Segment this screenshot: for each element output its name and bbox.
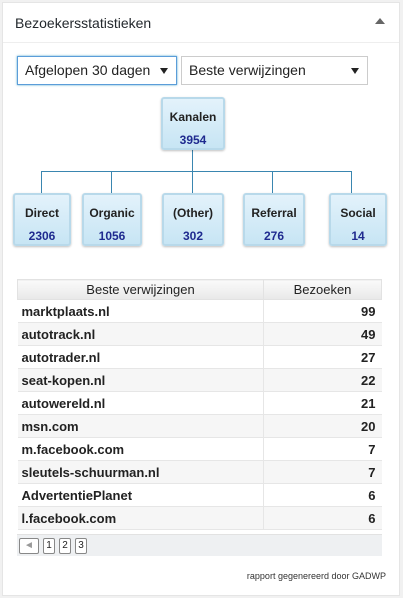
visits-cell: 20 (263, 414, 382, 438)
referrer-cell: marktplaats.nl (17, 299, 264, 323)
connector-line (111, 171, 112, 193)
channel-node-root: Kanalen 3954 (161, 97, 225, 150)
node-value: 3954 (179, 133, 207, 147)
connector-line (192, 171, 193, 193)
visits-cell: 7 (263, 460, 382, 484)
table-row: seat-kopen.nl 22 (17, 368, 382, 392)
referrer-cell: autotrack.nl (17, 322, 264, 346)
connector-line (41, 171, 351, 172)
channel-node-other: (Other) 302 (162, 193, 224, 246)
referrers-table: Beste verwijzingen Bezoeken marktplaats.… (17, 279, 382, 530)
pager-page-2[interactable]: 2 (59, 538, 71, 554)
connector-line (351, 171, 352, 193)
table-row: autowereld.nl 21 (17, 391, 382, 415)
table-row: AdvertentiePlanet 6 (17, 483, 382, 507)
table-row: m.facebook.com 7 (17, 437, 382, 461)
widget-title: Bezoekersstatistieken (15, 15, 152, 31)
referrer-cell: AdvertentiePlanet (17, 483, 264, 507)
channel-node-social: Social 14 (329, 193, 387, 246)
connector-line (41, 171, 42, 193)
channel-node-direct: Direct 2306 (13, 193, 71, 246)
report-footer: rapport gegenereerd door GADWP (246, 571, 386, 581)
node-value: 14 (351, 229, 365, 243)
collapse-arrow-icon[interactable] (375, 18, 385, 24)
table-row: sleutels-schuurman.nl 7 (17, 460, 382, 484)
referrer-cell: sleutels-schuurman.nl (17, 460, 264, 484)
visits-cell: 27 (263, 345, 382, 369)
visits-cell: 6 (263, 506, 382, 530)
report-select-value: Beste verwijzingen (189, 62, 306, 78)
node-label: Organic (89, 206, 135, 220)
period-select-value: Afgelopen 30 dagen (25, 62, 151, 78)
node-value: 2306 (28, 229, 56, 243)
node-label: Referral (251, 206, 297, 220)
chevron-down-icon (351, 68, 359, 74)
table-row: marktplaats.nl 99 (17, 299, 382, 323)
node-label: Direct (24, 206, 59, 220)
table-header-row: Beste verwijzingen Bezoeken (17, 279, 382, 300)
period-select[interactable]: Afgelopen 30 dagen (17, 56, 177, 85)
node-label: (Other) (173, 206, 213, 220)
connector-line (192, 150, 193, 171)
pager-page-3[interactable]: 3 (75, 538, 87, 554)
pager-prev-button[interactable]: ◄ (19, 538, 39, 554)
column-header-visits[interactable]: Bezoeken (263, 279, 382, 300)
widget-header: Bezoekersstatistieken (3, 3, 399, 43)
table-row: autotrader.nl 27 (17, 345, 382, 369)
pager-page-1[interactable]: 1 (43, 538, 55, 554)
referrer-cell: msn.com (17, 414, 264, 438)
visits-cell: 6 (263, 483, 382, 507)
node-value: 276 (263, 229, 285, 243)
channel-node-referral: Referral 276 (243, 193, 305, 246)
connector-line (272, 171, 273, 193)
referrer-cell: autotrader.nl (17, 345, 264, 369)
report-select[interactable]: Beste verwijzingen (181, 56, 368, 85)
chevron-down-icon (160, 68, 168, 74)
table-pager: ◄ 1 2 3 (17, 534, 382, 556)
referrer-cell: autowereld.nl (17, 391, 264, 415)
visits-cell: 22 (263, 368, 382, 392)
table-row: autotrack.nl 49 (17, 322, 382, 346)
node-value: 302 (182, 229, 204, 243)
node-label: Kanalen (169, 110, 217, 124)
visits-cell: 7 (263, 437, 382, 461)
visits-cell: 99 (263, 299, 382, 323)
table-row: msn.com 20 (17, 414, 382, 438)
channel-node-organic: Organic 1056 (82, 193, 142, 246)
node-value: 1056 (98, 229, 126, 243)
referrer-cell: seat-kopen.nl (17, 368, 264, 392)
node-label: Social (340, 206, 376, 220)
table-row: l.facebook.com 6 (17, 506, 382, 530)
referrer-cell: l.facebook.com (17, 506, 264, 530)
referrer-cell: m.facebook.com (17, 437, 264, 461)
column-header-referrer[interactable]: Beste verwijzingen (17, 279, 264, 300)
visits-cell: 49 (263, 322, 382, 346)
visits-cell: 21 (263, 391, 382, 415)
